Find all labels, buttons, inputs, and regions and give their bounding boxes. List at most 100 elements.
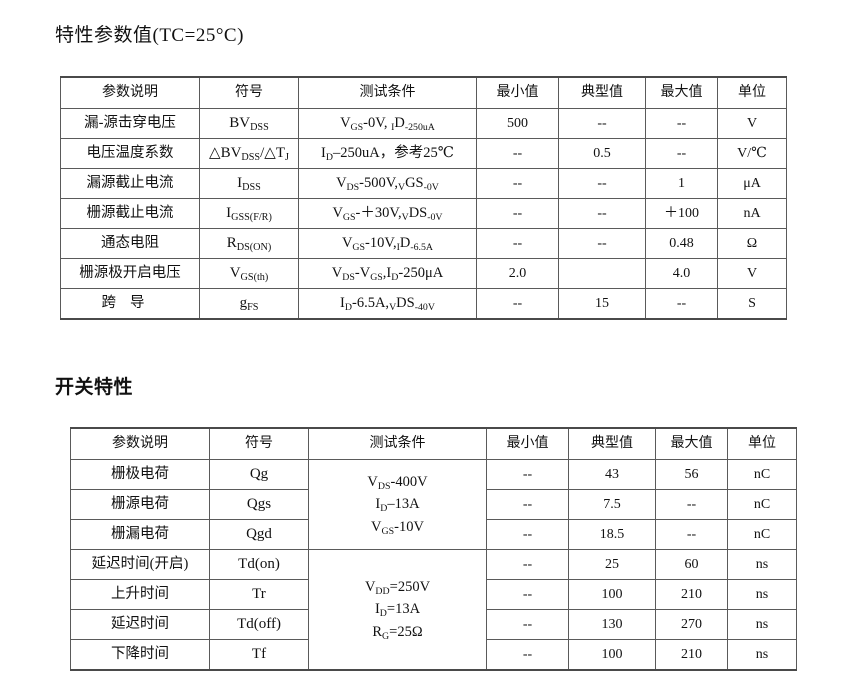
param-symbol: IDSS xyxy=(199,168,299,199)
column-header-condition: 测试条件 xyxy=(308,427,487,460)
param-symbol: Td(on) xyxy=(209,549,309,580)
test-condition: VDS-400V ID–13A VGS-10V xyxy=(308,459,487,550)
value-unit: nC xyxy=(727,519,797,550)
value-unit: V xyxy=(717,258,787,289)
value-unit: ns xyxy=(727,609,797,640)
value-typ: 100 xyxy=(568,579,656,610)
param-symbol: BVDSS xyxy=(199,108,299,139)
table-row: 漏-源击穿电压 BVDSS VGS-0V, ID-250uA 500 -- -- V xyxy=(60,108,787,139)
value-unit: nC xyxy=(727,489,797,520)
value-typ: -- xyxy=(558,198,646,229)
value-typ: 15 xyxy=(558,288,646,320)
value-unit: ns xyxy=(727,579,797,610)
characteristics-table: 参数说明 符号 测试条件 最小值 典型值 最大值 单位 漏-源击穿电压 BVDSS… xyxy=(60,76,787,320)
column-header-symbol: 符号 xyxy=(199,76,299,109)
param-symbol: Qg xyxy=(209,459,309,490)
table-row: 延迟时间(开启) Td(on) VDD=250V ID=13A RG=25Ω -- 25 60… xyxy=(70,549,797,671)
column-header-unit: 单位 xyxy=(727,427,797,460)
value-min: -- xyxy=(486,459,569,490)
param-symbol: IGSS(F/R) xyxy=(199,198,299,229)
value-min: -- xyxy=(486,549,569,580)
value-max: 270 xyxy=(655,609,728,640)
param-name: 栅源极开启电压 xyxy=(60,258,200,289)
test-condition: VGS-10V,ID-6.5A xyxy=(298,228,477,259)
column-header-typ: 典型值 xyxy=(568,427,656,460)
param-name: 栅源电荷 xyxy=(70,489,210,520)
value-min: -- xyxy=(486,639,569,671)
value-max: 56 xyxy=(655,459,728,490)
column-header-symbol: 符号 xyxy=(209,427,309,460)
value-typ: 0.5 xyxy=(558,138,646,169)
section-title-characteristics: 特性参数值(TC=25°C) xyxy=(55,25,244,46)
table-header-row: 参数说明 符号 测试条件 最小值 典型值 最大值 单位 xyxy=(60,76,787,109)
value-unit: V/℃ xyxy=(717,138,787,169)
value-typ: -- xyxy=(558,228,646,259)
column-header-max: 最大值 xyxy=(655,427,728,460)
param-name: 电压温度系数 xyxy=(60,138,200,169)
value-min: -- xyxy=(476,168,559,199)
param-symbol: Qgs xyxy=(209,489,309,520)
value-max: -- xyxy=(655,489,728,520)
value-max: 4.0 xyxy=(645,258,718,289)
column-header-typ: 典型值 xyxy=(558,76,646,109)
param-symbol: Tf xyxy=(209,639,309,671)
param-name: 通态电阻 xyxy=(60,228,200,259)
column-header-condition: 测试条件 xyxy=(298,76,477,109)
table-row: 电压温度系数 △BVDSS/△TJ ID–250uA，参考25℃ -- 0.5 -- V/℃ xyxy=(60,138,787,169)
column-header-max: 最大值 xyxy=(645,76,718,109)
table-row: 通态电阻 RDS(ON) VGS-10V,ID-6.5A -- -- 0.48 Ω xyxy=(60,228,787,259)
test-condition: VDD=250V ID=13A RG=25Ω xyxy=(308,549,487,671)
param-name: 栅源截止电流 xyxy=(60,198,200,229)
test-condition: VGS-＋30V,VDS-0V xyxy=(298,198,477,229)
value-typ: 43 xyxy=(568,459,656,490)
value-max: ＋100 xyxy=(645,198,718,229)
param-name: 栅极电荷 xyxy=(70,459,210,490)
value-min: -- xyxy=(486,579,569,610)
table-row: 栅源截止电流 IGSS(F/R) VGS-＋30V,VDS-0V -- -- ＋100 nA xyxy=(60,198,787,229)
value-max: -- xyxy=(655,519,728,550)
column-header-min: 最小值 xyxy=(476,76,559,109)
value-typ: -- xyxy=(558,168,646,199)
column-header-param: 参数说明 xyxy=(70,427,210,460)
param-name: 漏-源击穿电压 xyxy=(60,108,200,139)
table-row: 栅源极开启电压 VGS(th) VDS-VGS,ID-250μA 2.0 4.0 V xyxy=(60,258,787,289)
value-typ: 100 xyxy=(568,639,656,671)
param-name: 上升时间 xyxy=(70,579,210,610)
param-symbol: △BVDSS/△TJ xyxy=(199,138,299,169)
value-unit: μA xyxy=(717,168,787,199)
value-max: 210 xyxy=(655,639,728,671)
value-typ xyxy=(558,258,646,289)
param-symbol: Td(off) xyxy=(209,609,309,640)
test-condition: ID-6.5A,VDS-40V xyxy=(298,288,477,320)
value-typ: -- xyxy=(558,108,646,139)
value-min: -- xyxy=(486,489,569,520)
table-row: 下降时间 Tf -- 100 210 ns xyxy=(70,639,797,671)
table-row: 栅漏电荷 Qgd -- 18.5 -- nC xyxy=(70,519,797,550)
value-min: 500 xyxy=(476,108,559,139)
test-condition: ID–250uA，参考25℃ xyxy=(298,138,477,169)
value-min: -- xyxy=(476,198,559,229)
value-min: -- xyxy=(476,138,559,169)
table-row: 漏源截止电流 IDSS VDS-500V,VGS-0V -- -- 1 μA xyxy=(60,168,787,199)
value-min: -- xyxy=(486,609,569,640)
column-header-min: 最小值 xyxy=(486,427,569,460)
param-symbol: RDS(ON) xyxy=(199,228,299,259)
test-condition: VDS-500V,VGS-0V xyxy=(298,168,477,199)
value-max: 1 xyxy=(645,168,718,199)
test-condition: VDS-VGS,ID-250μA xyxy=(298,258,477,289)
value-typ: 25 xyxy=(568,549,656,580)
table-row: 延迟时间 Td(off) -- 130 270 ns xyxy=(70,609,797,640)
table-row: 栅源电荷 Qgs -- 7.5 -- nC xyxy=(70,489,797,520)
table-row: 栅极电荷 Qg VDS-400V ID–13A VGS-10V -- 43 56 nC xyxy=(70,459,797,550)
column-header-param: 参数说明 xyxy=(60,76,200,109)
param-name: 延迟时间(开启) xyxy=(70,549,210,580)
test-condition: VGS-0V, ID-250uA xyxy=(298,108,477,139)
value-unit: nC xyxy=(727,459,797,490)
param-name: 漏源截止电流 xyxy=(60,168,200,199)
value-max: -- xyxy=(645,138,718,169)
value-typ: 18.5 xyxy=(568,519,656,550)
param-symbol: Qgd xyxy=(209,519,309,550)
table-header-row: 参数说明 符号 测试条件 最小值 典型值 最大值 单位 xyxy=(70,427,797,460)
value-min: 2.0 xyxy=(476,258,559,289)
